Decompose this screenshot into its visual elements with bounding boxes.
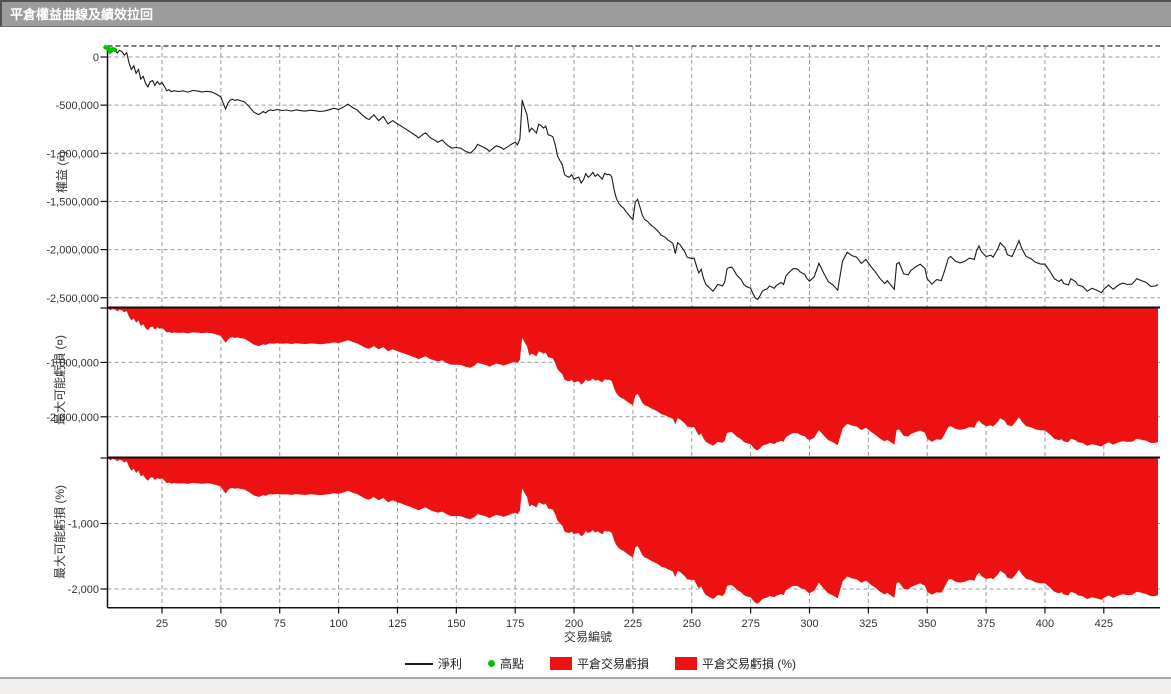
legend-swatch-rect [550, 657, 572, 670]
x-tick-label: 250 [683, 618, 701, 630]
x-tick-label: 400 [1036, 618, 1054, 630]
window-title: 平倉權益曲線及績效拉回 [10, 7, 154, 22]
y-tick-label: -1,000,000 [46, 357, 99, 369]
x-tick-label: 25 [156, 618, 168, 630]
window-bottom-strip [0, 677, 1171, 694]
legend-swatch-rect [675, 657, 698, 670]
x-tick-label: 425 [1095, 618, 1113, 630]
x-tick-label: 175 [506, 618, 524, 630]
legend-label: 平倉交易虧損 (%) [702, 657, 797, 671]
y-tick-label: -2,000,000 [46, 245, 99, 257]
x-tick-label: 300 [800, 618, 818, 630]
legend-swatch-line [404, 662, 433, 665]
axis-title-equity: 權益 (¤) [55, 151, 69, 193]
drawdown-area [105, 307, 1158, 451]
equity-curve [103, 45, 1159, 301]
high-point-marker [103, 45, 118, 55]
legend-label: 淨利 [437, 657, 462, 671]
x-tick-label: 350 [918, 618, 936, 630]
legend-swatch-dot [487, 660, 495, 667]
y-tick-label: -2,000 [68, 584, 99, 596]
y-tick-label: -1,000 [68, 519, 99, 531]
legend-item-0: 淨利 [404, 655, 462, 672]
window-titlebar: 平倉權益曲線及績效拉回 [0, 0, 1171, 27]
y-tick-label: -500,000 [56, 100, 99, 112]
axis-title-max-loss-currency: 最大可能虧損 (¤) [52, 335, 67, 425]
x-tick-label: 50 [215, 618, 227, 630]
legend-item-1: 高點 [487, 655, 524, 672]
x-tick-label: 325 [859, 618, 877, 630]
axes-and-borders [100, 45, 1160, 614]
legend-label: 平倉交易虧損 [577, 657, 650, 671]
x-tick-label: 100 [329, 618, 347, 630]
y-tick-label: -1,000,000 [46, 148, 99, 160]
x-tick-label: 225 [624, 618, 642, 630]
y-tick-label: -2,000,000 [46, 412, 99, 424]
net-profit-line [105, 46, 1159, 301]
x-tick-label: 150 [447, 618, 465, 630]
axis-title-trade-number: 交易編號 [564, 629, 612, 644]
axis-title-max-loss-percent: 最大可能虧損 (%) [52, 485, 67, 579]
y-tick-label: 0 [93, 52, 99, 64]
chart-legend: 淨利 高點 平倉交易虧損 平倉交易虧損 (%) [0, 651, 1171, 676]
x-tick-label: 200 [565, 618, 583, 630]
legend-item-2: 平倉交易虧損 [550, 655, 649, 672]
drawdown-area [105, 457, 1158, 604]
x-tick-label: 125 [388, 618, 406, 630]
y-tick-label: -2,500,000 [46, 293, 99, 305]
x-tick-label: 75 [274, 618, 286, 630]
x-tick-label: 275 [741, 618, 759, 630]
drawdown-areas [105, 307, 1158, 604]
y-tick-label: -1,500,000 [46, 196, 99, 208]
legend-item-3: 平倉交易虧損 (%) [675, 655, 796, 672]
tick-labels: 0 -500,000 -1,000,000 -1,500,000 -2,000,000 -… [46, 52, 1113, 630]
legend-label: 高點 [499, 657, 524, 671]
x-tick-label: 375 [977, 618, 995, 630]
